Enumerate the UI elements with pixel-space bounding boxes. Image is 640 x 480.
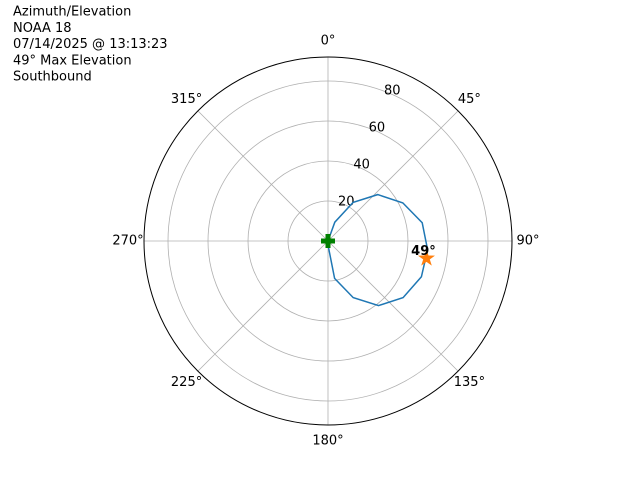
title-line: Azimuth/Elevation <box>13 5 131 20</box>
grid-spoke <box>197 110 329 242</box>
title-line: Southbound <box>13 70 92 85</box>
theta-tick-label: 0° <box>321 34 336 49</box>
r-tick-label: 20 <box>338 195 355 210</box>
theta-tick-label: 315° <box>171 92 202 107</box>
r-tick-label: 60 <box>369 121 386 136</box>
title-line: 07/14/2025 @ 13:13:23 <box>13 37 168 52</box>
theta-tick-label: 135° <box>454 375 485 390</box>
grid-spoke <box>197 240 329 372</box>
grid-spoke <box>327 240 459 372</box>
start-marker <box>321 234 335 248</box>
theta-tick-label: 90° <box>516 234 539 249</box>
peak-annotation: 49° <box>411 244 436 259</box>
title-line: 49° Max Elevation <box>13 53 132 68</box>
theta-tick-label: 270° <box>112 234 143 249</box>
peak-marker <box>417 249 435 266</box>
r-tick-label: 80 <box>384 84 401 99</box>
r-tick-label: 40 <box>353 158 370 173</box>
grid-spoke <box>327 110 459 242</box>
track-line <box>327 193 429 307</box>
theta-tick-label: 45° <box>458 92 481 107</box>
theta-tick-label: 180° <box>312 434 343 449</box>
polar-frame <box>143 56 513 426</box>
title-line: NOAA 18 <box>13 21 72 36</box>
theta-tick-label: 225° <box>171 375 202 390</box>
